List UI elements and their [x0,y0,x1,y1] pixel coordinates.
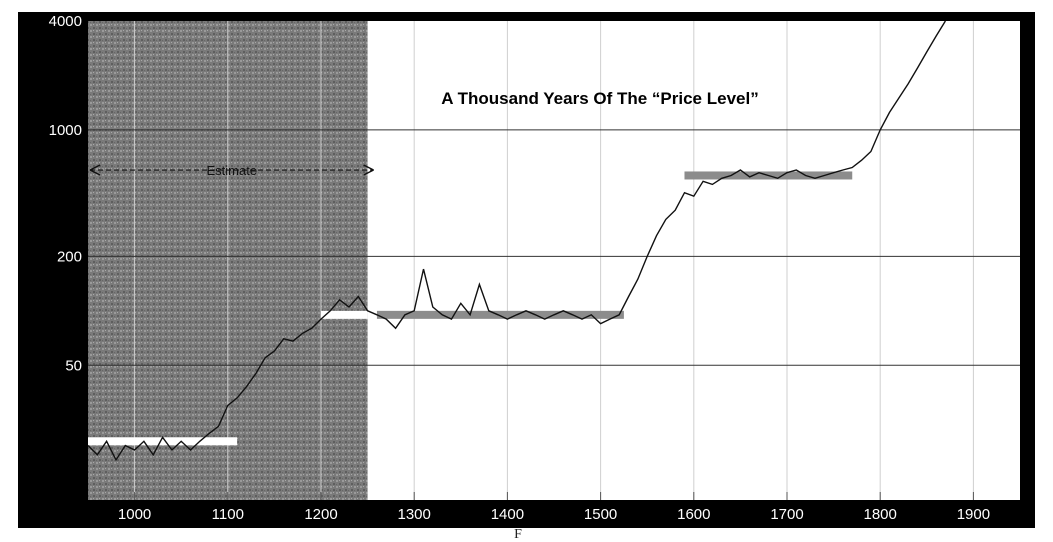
estimate-label: Estimate [207,163,258,178]
x-tick-label-1900: 1900 [957,506,990,523]
chart-title: A Thousand Years Of The “Price Level” [441,89,758,108]
estimate-arrow-right-head [363,164,374,176]
plateau-band-1 [88,437,238,446]
x-tick-label-1200: 1200 [304,506,337,523]
grid-lines [88,21,1020,500]
plateau-band-3 [376,310,624,319]
y-tick-label-200: 200 [57,248,82,265]
plateau-band-2 [321,310,368,319]
x-axis-ticks: 1000 1100 1200 1300 1400 1500 1600 1700 1800 1900 [118,492,990,523]
estimate-arrow-left-head [89,164,101,176]
figure-caption: F [514,527,522,542]
series-line-price-level [87,20,946,462]
x-tick-label-1300: 1300 [398,506,431,523]
estimate-arrow [89,164,374,176]
x-tick-label-1000: 1000 [118,506,151,523]
x-tick-label-1600: 1600 [677,506,710,523]
y-tick-label-4000: 4000 [49,13,82,30]
x-tick-label-1400: 1400 [491,506,524,523]
x-tick-label-1100: 1100 [212,506,244,523]
x-tick-label-1500: 1500 [584,506,617,523]
y-tick-label-1000: 1000 [49,122,82,139]
x-tick-label-1800: 1800 [864,506,897,523]
y-tick-label-50: 50 [65,357,82,374]
y-axis-ticks: 50 200 1000 4000 [49,13,82,374]
x-tick-label-1700: 1700 [770,506,803,523]
